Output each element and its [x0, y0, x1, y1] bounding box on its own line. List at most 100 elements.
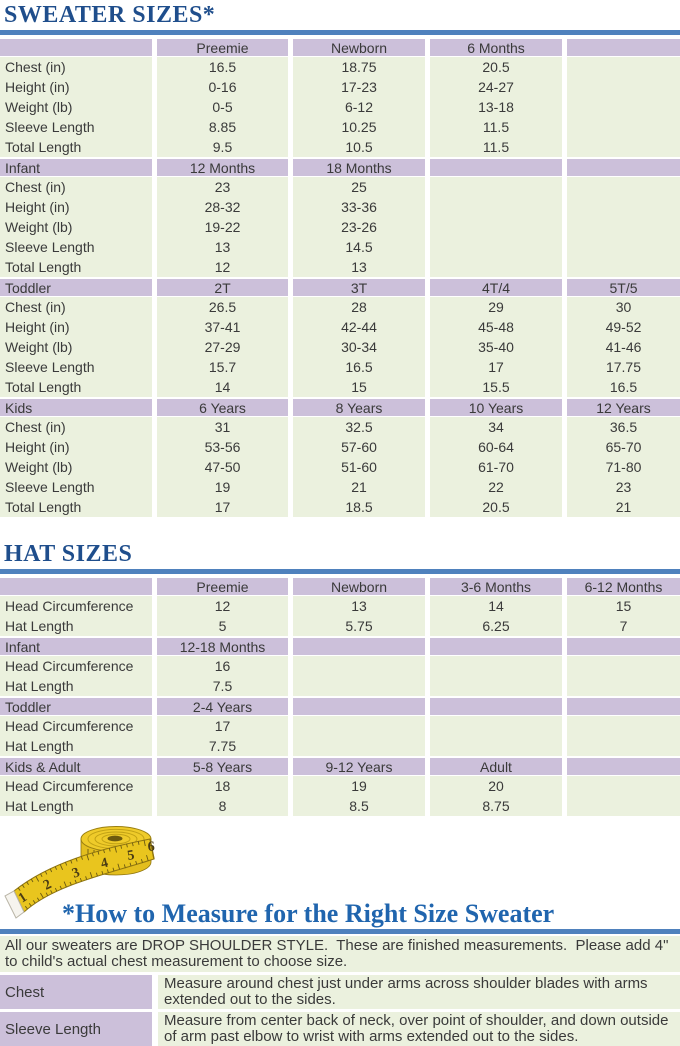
value-cell: [562, 137, 680, 157]
size-header-cell: 6 Years: [152, 397, 288, 417]
size-header-cell: 12 Months: [152, 157, 288, 177]
value-cell: [425, 656, 562, 676]
value-cell: 34: [425, 417, 562, 437]
value-cell: [425, 716, 562, 736]
value-cell: 30-34: [288, 337, 425, 357]
value-cell: 19: [288, 776, 425, 796]
row-label-cell: Hat Length: [0, 616, 152, 636]
size-header-cell: 18 Months: [288, 157, 425, 177]
sleeve-length-instructions: Measure from center back of neck, over p…: [158, 1012, 680, 1046]
value-cell: 32.5: [288, 417, 425, 437]
size-header-cell: [562, 756, 680, 776]
value-cell: 13: [288, 596, 425, 616]
chest-instructions: Measure around chest just under arms acr…: [158, 975, 680, 1009]
value-cell: 15: [562, 596, 680, 616]
measurement-row: Chest (in) 16.5 18.75 20.5: [0, 57, 680, 77]
size-header-cell: 6-12 Months: [562, 576, 680, 596]
measurement-row: Weight (lb) 47-50 51-60 61-70 71-80: [0, 457, 680, 477]
value-cell: 15.7: [152, 357, 288, 377]
value-cell: 29: [425, 297, 562, 317]
size-header-cell: 5T/5: [562, 277, 680, 297]
value-cell: 7.75: [152, 736, 288, 756]
value-cell: 25: [288, 177, 425, 197]
measurement-row: Total Length 17 18.5 20.5 21: [0, 497, 680, 517]
value-cell: [562, 796, 680, 816]
value-cell: 19: [152, 477, 288, 497]
row-label-cell: Weight (lb): [0, 97, 152, 117]
value-cell: 8.85: [152, 117, 288, 137]
measurement-row: Sleeve Length 13 14.5: [0, 237, 680, 257]
row-label-cell: Chest (in): [0, 297, 152, 317]
value-cell: 49-52: [562, 317, 680, 337]
size-header-cell: 2T: [152, 277, 288, 297]
value-cell: 16.5: [152, 57, 288, 77]
sweater-sizes-table: Preemie Newborn 6 Months Chest (in) 16.5 18.7…: [0, 37, 680, 517]
chest-label: Chest: [0, 975, 152, 1009]
size-header-cell: 3-6 Months: [425, 576, 562, 596]
tape-tip: [4, 890, 25, 919]
row-label-cell: Hat Length: [0, 676, 152, 696]
value-cell: 35-40: [425, 337, 562, 357]
spacer: [0, 517, 680, 539]
size-group-header-row: Infant 12 Months 18 Months: [0, 157, 680, 177]
measurement-note: All our sweaters are DROP SHOULDER STYLE…: [0, 936, 680, 972]
size-group-header-row: Kids & Adult 5-8 Years 9-12 Years Adult: [0, 756, 680, 776]
size-header-cell: 2-4 Years: [152, 696, 288, 716]
value-cell: 10.5: [288, 137, 425, 157]
value-cell: 31: [152, 417, 288, 437]
measurement-row: Sleeve Length 15.7 16.5 17 17.75: [0, 357, 680, 377]
value-cell: [562, 117, 680, 137]
value-cell: [562, 676, 680, 696]
row-label-cell: Chest (in): [0, 417, 152, 437]
value-cell: 6.25: [425, 616, 562, 636]
size-group-header-row: Preemie Newborn 3-6 Months 6-12 Months: [0, 576, 680, 596]
value-cell: 8.75: [425, 796, 562, 816]
measurement-row: Hat Length 7.75: [0, 736, 680, 756]
value-cell: [562, 97, 680, 117]
value-cell: 47-50: [152, 457, 288, 477]
size-header-cell: [288, 636, 425, 656]
measurement-row: Weight (lb) 27-29 30-34 35-40 41-46: [0, 337, 680, 357]
size-header-cell: [562, 37, 680, 57]
size-group-header-row: Preemie Newborn 6 Months: [0, 37, 680, 57]
value-cell: [288, 716, 425, 736]
value-cell: [425, 257, 562, 277]
measurement-row: Head Circumference 18 19 20: [0, 776, 680, 796]
tape-number: 6: [147, 840, 155, 855]
size-header-cell: Preemie: [152, 576, 288, 596]
measurement-row: Head Circumference 17: [0, 716, 680, 736]
value-cell: [288, 676, 425, 696]
value-cell: 16.5: [288, 357, 425, 377]
value-cell: 45-48: [425, 317, 562, 337]
value-cell: 37-41: [152, 317, 288, 337]
row-label-cell: Hat Length: [0, 796, 152, 816]
value-cell: 8: [152, 796, 288, 816]
value-cell: 33-36: [288, 197, 425, 217]
size-group-header-row: Kids 6 Years 8 Years 10 Years 12 Years: [0, 397, 680, 417]
hat-sizes-table: Preemie Newborn 3-6 Months 6-12 Months Head …: [0, 576, 680, 816]
measurement-row: Head Circumference 12 13 14 15: [0, 596, 680, 616]
value-cell: 41-46: [562, 337, 680, 357]
row-label-cell: Sleeve Length: [0, 357, 152, 377]
value-cell: 23: [562, 477, 680, 497]
row-label-cell: Weight (lb): [0, 337, 152, 357]
size-group-header-row: Toddler 2-4 Years: [0, 696, 680, 716]
value-cell: 22: [425, 477, 562, 497]
measurement-row: Head Circumference 16: [0, 656, 680, 676]
value-cell: [425, 197, 562, 217]
value-cell: 36.5: [562, 417, 680, 437]
value-cell: 15: [288, 377, 425, 397]
measurement-row: Chest (in) 23 25: [0, 177, 680, 197]
row-label-cell: Weight (lb): [0, 457, 152, 477]
value-cell: 17.75: [562, 357, 680, 377]
row-label-cell: Height (in): [0, 317, 152, 337]
group-label-cell: Infant: [0, 636, 152, 656]
value-cell: 28-32: [152, 197, 288, 217]
tape-number: 3: [70, 865, 82, 881]
value-cell: 7: [562, 616, 680, 636]
size-header-cell: 12 Years: [562, 397, 680, 417]
how-to-measure-heading: *How to Measure for the Right Size Sweat…: [62, 899, 555, 928]
group-label-cell: Kids & Adult: [0, 756, 152, 776]
size-header-cell: [288, 696, 425, 716]
